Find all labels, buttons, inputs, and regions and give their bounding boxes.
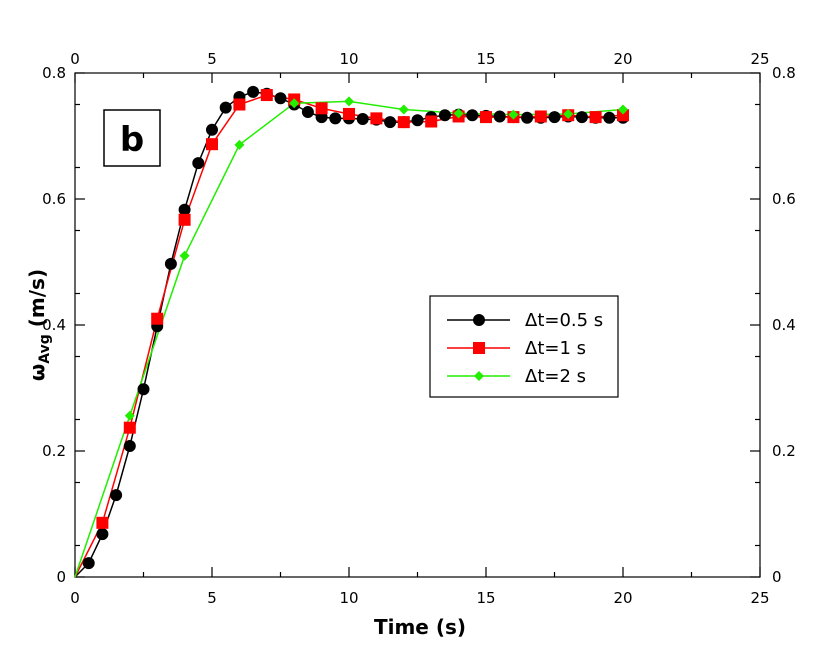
legend-marker-1 — [473, 342, 485, 354]
legend-marker-0 — [473, 314, 485, 326]
data-point-0 — [178, 203, 191, 216]
data-point-1 — [343, 107, 355, 120]
data-point-0 — [493, 110, 506, 123]
x-tick-label-bottom: 20 — [613, 589, 632, 607]
legend-label-1: Δt=1 s — [525, 338, 586, 359]
y-axis-title: ωAvg (m/s) — [25, 269, 53, 381]
data-point-2 — [563, 108, 574, 119]
data-point-2 — [618, 104, 628, 115]
x-tick-label-top: 5 — [207, 50, 217, 68]
data-point-0 — [110, 489, 123, 502]
x-tick-label-top: 10 — [339, 50, 358, 68]
data-point-1 — [370, 112, 383, 125]
data-point-0 — [82, 557, 95, 570]
data-point-0 — [521, 111, 534, 124]
data-point-0 — [96, 528, 109, 541]
data-point-1 — [151, 312, 164, 325]
data-point-0 — [384, 116, 397, 129]
x-tick-label-bottom: 0 — [70, 589, 80, 607]
legend-label-0: Δt=0.5 s — [525, 310, 603, 331]
x-tick-label-bottom: 25 — [750, 589, 769, 607]
data-point-0 — [603, 111, 616, 124]
x-tick-label-bottom: 10 — [339, 589, 358, 607]
y-tick-label-left: 0.2 — [42, 442, 66, 460]
y-axis-title-sub: Avg — [37, 334, 53, 363]
data-point-0 — [274, 92, 287, 105]
data-point-0 — [438, 109, 451, 122]
data-point-2 — [234, 139, 245, 150]
data-point-0 — [164, 257, 177, 270]
y-tick-label-right: 0 — [772, 568, 782, 586]
series-layer — [74, 85, 629, 578]
x-tick-label-bottom: 15 — [476, 589, 495, 607]
data-point-1 — [315, 102, 328, 115]
y-tick-label-left: 0.4 — [42, 316, 66, 334]
panel-label-box — [103, 109, 161, 167]
x-axis-title: Time (s) — [374, 615, 466, 639]
data-point-1 — [425, 115, 438, 128]
y-tick-label-right: 0.8 — [772, 64, 796, 82]
data-point-0 — [247, 85, 260, 98]
data-point-2 — [179, 250, 190, 261]
data-point-1 — [397, 116, 410, 129]
panel-label: b — [120, 120, 144, 160]
x-tick-label-top: 20 — [613, 50, 632, 68]
legend: Δt=0.5 s Δt=1 s Δt=2 s — [429, 295, 619, 398]
y-axis-title-main: ω — [25, 364, 49, 381]
y-axis-title-unit: (m/s) — [25, 269, 49, 334]
data-point-2 — [289, 98, 300, 109]
data-point-0 — [192, 157, 205, 170]
data-point-2 — [124, 410, 135, 421]
x-tick-label-bottom: 5 — [207, 589, 217, 607]
y-tick-label-left: 0 — [56, 568, 66, 586]
x-tick-label-top: 25 — [750, 50, 769, 68]
data-point-0 — [411, 114, 424, 127]
data-point-0 — [206, 123, 218, 136]
y-tick-label-left: 0.8 — [42, 64, 66, 82]
y-tick-label-right: 0.4 — [772, 316, 796, 334]
y-tick-label-right: 0.6 — [772, 190, 796, 208]
data-point-1 — [123, 421, 136, 434]
x-tick-label-top: 15 — [476, 50, 495, 68]
data-point-2 — [508, 109, 519, 120]
legend-box — [429, 295, 619, 398]
legend-marker-2 — [474, 371, 484, 381]
data-point-0 — [329, 112, 342, 125]
y-tick-label-left: 0.6 — [42, 190, 66, 208]
data-point-1 — [589, 111, 602, 124]
data-point-1 — [178, 213, 191, 226]
data-point-1 — [96, 516, 109, 529]
x-tick-label-top: 0 — [70, 50, 80, 68]
data-point-1 — [233, 98, 246, 111]
plot-frame — [74, 72, 761, 578]
data-point-0 — [356, 112, 369, 125]
legend-label-2: Δt=2 s — [525, 366, 586, 387]
data-point-1 — [534, 110, 547, 123]
data-point-0 — [137, 383, 150, 396]
data-point-1 — [617, 109, 629, 122]
data-point-1 — [480, 111, 492, 124]
data-point-0 — [219, 101, 232, 114]
data-point-2 — [453, 108, 464, 119]
data-point-0 — [123, 439, 136, 452]
data-point-2 — [398, 104, 409, 115]
data-point-0 — [466, 109, 479, 122]
data-point-0 — [301, 106, 314, 119]
data-point-0 — [548, 111, 561, 124]
data-point-2 — [344, 96, 354, 107]
data-point-1 — [206, 138, 218, 151]
data-point-0 — [575, 111, 588, 124]
y-tick-label-right: 0.2 — [772, 442, 796, 460]
data-point-1 — [260, 89, 273, 102]
